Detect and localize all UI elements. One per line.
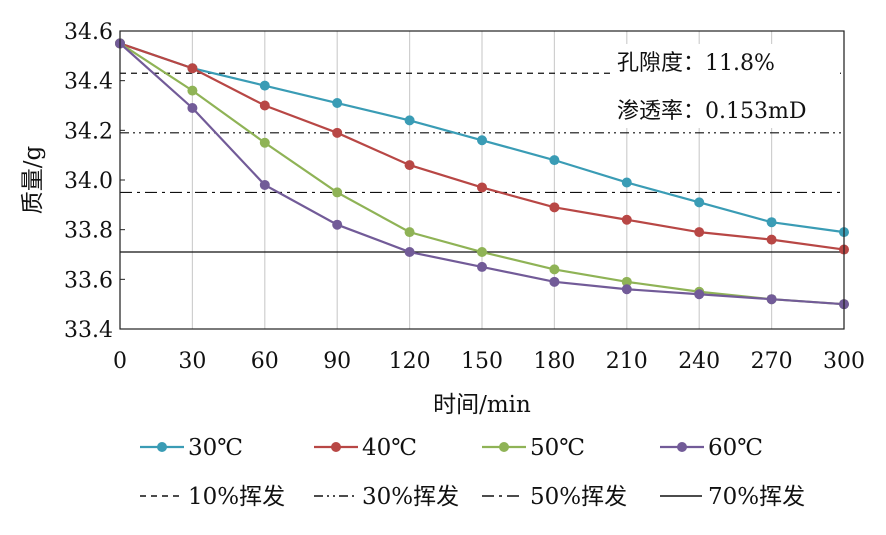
data-point-4 (549, 276, 560, 287)
annotation-background (610, 44, 840, 128)
data-point-2 (694, 227, 705, 238)
data-point-3 (621, 276, 632, 287)
legend-marker (677, 442, 687, 452)
legend-marker (157, 442, 167, 452)
data-point-1 (404, 115, 415, 126)
y-tick-label: 34.6 (64, 20, 113, 45)
data-point-1 (332, 98, 343, 109)
x-tick-label: 90 (323, 349, 351, 374)
legend-label: 50%挥发 (530, 484, 627, 510)
y-axis-ticks: 33.4 33.6 33.8 34.0 34.2 34.4 34.6 (64, 20, 125, 343)
legend-marker (331, 442, 341, 452)
legend-label: 70%挥发 (708, 484, 805, 510)
data-point-1 (621, 177, 632, 188)
annotation-porosity: 孔隙度：11.8% (617, 51, 775, 76)
x-tick-label: 30 (178, 349, 206, 374)
x-tick-label: 240 (678, 349, 720, 374)
data-point-3 (477, 247, 487, 258)
legend-label: 10%挥发 (188, 484, 285, 510)
data-point-4 (477, 261, 487, 272)
legend: 30℃ 40℃ 50℃ 60℃ 10%挥发 30%挥发 50%挥发 70%挥发 (140, 435, 805, 510)
legend-label: 30%挥发 (362, 484, 459, 510)
y-tick-label: 34.0 (64, 169, 113, 194)
data-point-2 (404, 160, 415, 171)
data-point-4 (404, 247, 415, 258)
data-point-3 (259, 137, 270, 148)
data-point-2 (477, 182, 487, 193)
x-tick-label: 0 (113, 349, 127, 374)
y-tick-label: 33.8 (64, 219, 113, 244)
annotation-permeability: 渗透率：0.153mD (617, 99, 806, 124)
legend-label: 40℃ (362, 435, 417, 461)
data-point-1 (259, 80, 270, 91)
x-tick-label: 60 (251, 349, 279, 374)
data-point-3 (332, 187, 343, 198)
legend-label: 50℃ (530, 435, 585, 461)
legend-marker (499, 442, 509, 452)
x-tick-label: 210 (606, 349, 648, 374)
data-point-4 (187, 102, 198, 113)
x-tick-label: 120 (389, 349, 431, 374)
legend-label: 30℃ (188, 435, 243, 461)
data-point-3 (549, 264, 560, 275)
x-tick-label: 180 (533, 349, 575, 374)
x-axis-ticks: 0 30 60 90 120 150 180 210 240 270 300 (113, 349, 865, 374)
data-point-1 (477, 135, 487, 146)
data-point-3 (187, 85, 198, 96)
legend-label: 60℃ (708, 435, 763, 461)
series-lines (115, 38, 849, 310)
data-point-4 (259, 179, 270, 190)
data-point-2 (259, 100, 270, 111)
x-axis-label: 时间/min (433, 392, 531, 418)
data-point-2 (549, 202, 560, 213)
y-tick-label: 33.6 (64, 268, 113, 293)
data-point-4 (332, 219, 343, 230)
data-point-1 (694, 197, 705, 208)
data-point-2 (332, 127, 343, 138)
y-tick-label: 33.4 (64, 318, 113, 343)
x-tick-label: 150 (461, 349, 503, 374)
x-tick-label: 300 (823, 349, 865, 374)
data-point-1 (766, 217, 777, 228)
data-point-3 (404, 227, 415, 238)
y-axis-label: 质量/g (20, 145, 46, 214)
y-tick-label: 34.4 (64, 70, 113, 95)
data-point-2 (766, 234, 777, 245)
x-tick-label: 270 (751, 349, 793, 374)
data-point-1 (549, 155, 560, 166)
data-point-4 (766, 294, 777, 305)
y-tick-label: 34.2 (64, 119, 113, 144)
data-point-2 (621, 214, 632, 225)
data-point-4 (621, 284, 632, 295)
data-point-2 (187, 63, 198, 74)
data-point-4 (694, 289, 705, 300)
